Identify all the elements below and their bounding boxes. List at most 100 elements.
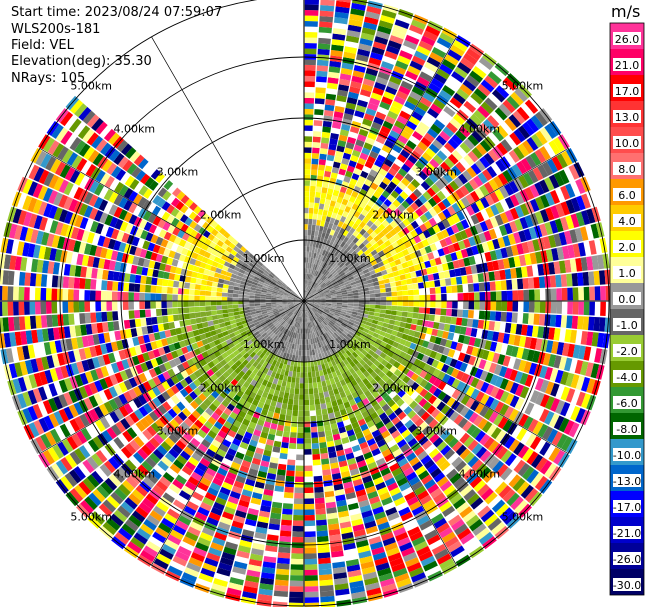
range-gate bbox=[456, 88, 470, 101]
range-gate bbox=[329, 395, 336, 402]
range-gate bbox=[229, 490, 241, 500]
range-gate bbox=[341, 157, 350, 166]
range-gate bbox=[463, 257, 471, 267]
range-gate bbox=[349, 227, 356, 235]
range-gate bbox=[196, 340, 204, 348]
range-gate bbox=[214, 407, 224, 417]
range-gate bbox=[335, 275, 341, 280]
range-gate bbox=[296, 438, 304, 444]
range-gate bbox=[317, 208, 324, 216]
range-gate bbox=[365, 67, 379, 77]
range-gate bbox=[411, 277, 418, 284]
range-gate bbox=[380, 341, 388, 348]
range-gate bbox=[285, 414, 292, 422]
range-gate bbox=[286, 464, 295, 471]
range-gate bbox=[142, 352, 151, 362]
range-gate bbox=[3, 332, 12, 348]
range-gate bbox=[335, 337, 341, 344]
range-gate bbox=[304, 202, 309, 208]
range-gate bbox=[336, 293, 342, 296]
range-gate bbox=[381, 190, 391, 199]
range-gate bbox=[369, 169, 378, 178]
range-gate bbox=[381, 448, 392, 458]
range-gate bbox=[99, 416, 111, 430]
range-gate bbox=[246, 426, 255, 435]
range-gate bbox=[515, 323, 523, 335]
range-gate bbox=[304, 317, 307, 323]
range-gate bbox=[17, 393, 27, 409]
range-gate bbox=[436, 553, 452, 565]
range-gate bbox=[146, 472, 159, 485]
range-gate bbox=[428, 207, 438, 217]
range-gate bbox=[201, 279, 208, 286]
range-gate bbox=[380, 390, 389, 399]
range-gate bbox=[129, 439, 141, 452]
range-gate bbox=[285, 353, 290, 360]
range-gate bbox=[341, 396, 349, 404]
range-gate bbox=[385, 292, 392, 297]
range-gate bbox=[549, 220, 559, 234]
range-gate bbox=[537, 423, 549, 438]
range-gate bbox=[288, 304, 294, 308]
range-gate bbox=[139, 309, 146, 318]
range-gate bbox=[339, 431, 348, 439]
range-gate bbox=[480, 393, 490, 405]
range-gate bbox=[274, 313, 281, 318]
range-gate bbox=[455, 370, 465, 381]
range-gate bbox=[148, 368, 158, 378]
range-gate bbox=[318, 307, 325, 311]
range-gate bbox=[537, 326, 545, 339]
range-gate bbox=[445, 308, 453, 317]
range-gate bbox=[81, 335, 90, 348]
range-gate bbox=[364, 415, 373, 424]
range-gate bbox=[278, 309, 285, 314]
range-gate bbox=[376, 439, 386, 448]
range-gate bbox=[202, 472, 214, 482]
range-gate bbox=[320, 296, 326, 299]
range-gate bbox=[494, 481, 508, 495]
range-gate bbox=[57, 352, 66, 366]
range-gate bbox=[330, 290, 336, 294]
range-gate bbox=[206, 315, 213, 322]
range-gate bbox=[344, 46, 357, 54]
range-gate bbox=[381, 144, 392, 154]
range-gate bbox=[468, 255, 476, 266]
range-gate bbox=[73, 301, 80, 313]
range-gate bbox=[409, 400, 418, 410]
range-gate bbox=[241, 591, 257, 600]
range-gate bbox=[157, 270, 165, 279]
range-gate bbox=[273, 310, 279, 315]
range-gate bbox=[152, 324, 159, 333]
range-gate bbox=[460, 196, 471, 208]
range-gate bbox=[346, 381, 354, 389]
range-gate bbox=[309, 299, 315, 301]
range-gate bbox=[528, 362, 538, 376]
range-gate bbox=[313, 313, 318, 319]
range-gate bbox=[211, 346, 219, 353]
range-gate bbox=[304, 48, 317, 55]
range-gate bbox=[384, 139, 395, 149]
range-gate bbox=[480, 487, 494, 501]
range-gate bbox=[497, 332, 505, 343]
range-gate bbox=[304, 547, 317, 554]
range-gate bbox=[324, 257, 329, 263]
range-gate bbox=[333, 207, 340, 214]
range-gate bbox=[262, 325, 269, 330]
range-gate bbox=[409, 456, 420, 467]
range-gate bbox=[553, 137, 566, 153]
range-gate bbox=[389, 334, 397, 341]
range-gate bbox=[358, 291, 365, 296]
range-gate bbox=[311, 437, 319, 444]
range-gate bbox=[193, 378, 202, 388]
range-gate bbox=[558, 356, 567, 370]
range-gate bbox=[82, 459, 95, 474]
range-gate bbox=[0, 269, 4, 285]
range-gate bbox=[426, 327, 433, 335]
range-gate bbox=[408, 265, 416, 273]
range-gate bbox=[161, 293, 167, 301]
range-gate bbox=[201, 526, 215, 537]
range-gate bbox=[411, 111, 424, 122]
range-gate bbox=[173, 342, 181, 350]
range-gate bbox=[511, 279, 518, 290]
